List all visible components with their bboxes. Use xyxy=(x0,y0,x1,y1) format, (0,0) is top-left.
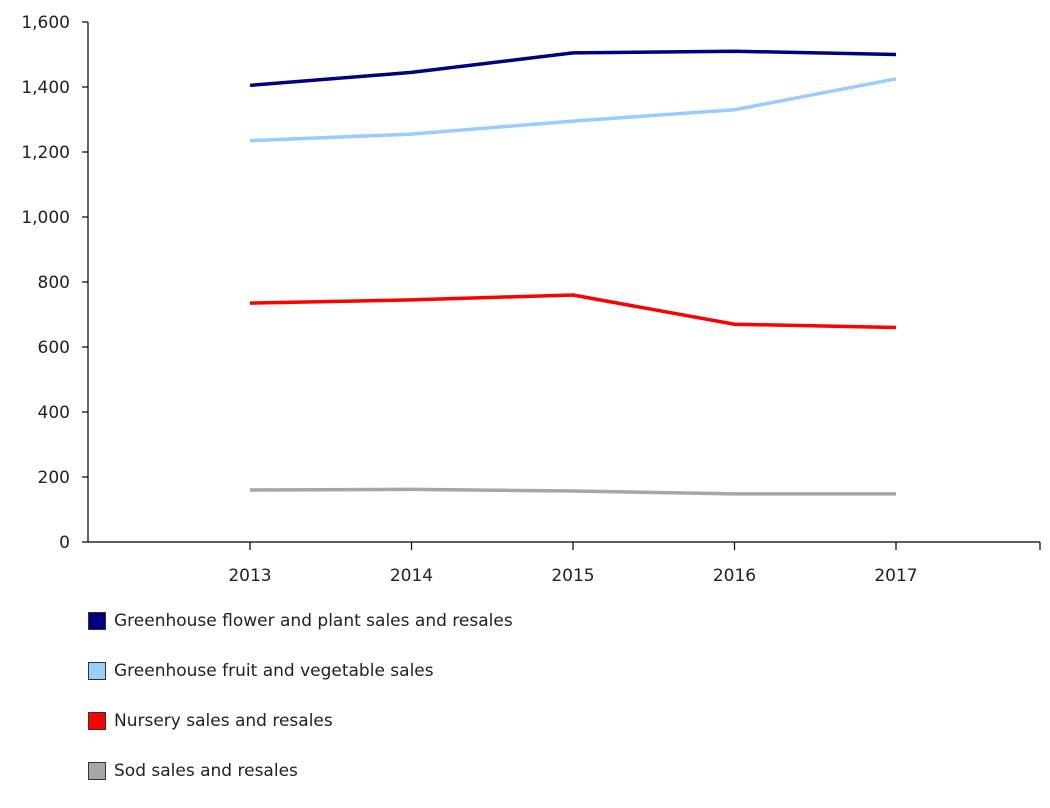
series-line-1 xyxy=(249,49,897,88)
y-tick-label: 1,200 xyxy=(21,143,70,163)
y-tick-label: 1,600 xyxy=(21,13,70,33)
legend-swatch xyxy=(88,762,106,780)
legend-swatch xyxy=(88,612,106,630)
y-tick-label: 600 xyxy=(38,338,70,358)
x-tick-label: 2013 xyxy=(228,566,271,586)
legend-item: Sod sales and resales xyxy=(88,758,513,784)
legend-label: Greenhouse fruit and vegetable sales xyxy=(114,661,434,681)
y-tick-label: 1,000 xyxy=(21,208,70,228)
y-tick-label: 800 xyxy=(38,273,70,293)
y-tick-label: 400 xyxy=(38,403,70,423)
x-tick-label: 2015 xyxy=(551,566,594,586)
legend: Greenhouse flower and plant sales and re… xyxy=(88,608,513,808)
legend-label: Nursery sales and resales xyxy=(114,711,333,731)
y-axis: 0 200 400 600 800 1,000 1,200 1,400 1,600 xyxy=(21,13,89,553)
series-line-3 xyxy=(249,293,897,330)
legend-item: Greenhouse flower and plant sales and re… xyxy=(88,608,513,634)
series-line-4 xyxy=(249,487,896,496)
x-tick-label: 2014 xyxy=(390,566,433,586)
x-tick-label: 2017 xyxy=(874,566,917,586)
legend-label: Greenhouse flower and plant sales and re… xyxy=(114,611,513,631)
legend-label: Sod sales and resales xyxy=(114,761,298,781)
y-tick-label: 1,400 xyxy=(21,78,70,98)
legend-item: Greenhouse fruit and vegetable sales xyxy=(88,658,513,684)
legend-item: Nursery sales and resales xyxy=(88,708,513,734)
series-layer xyxy=(249,49,897,496)
legend-swatch xyxy=(88,712,106,730)
series-line-2 xyxy=(249,77,897,143)
y-tick-label: 0 xyxy=(59,533,70,553)
x-tick-label: 2016 xyxy=(713,566,756,586)
x-axis: 2013 2014 2015 2016 2017 xyxy=(88,541,1041,586)
y-tick-label: 200 xyxy=(38,468,70,488)
legend-swatch xyxy=(88,662,106,680)
